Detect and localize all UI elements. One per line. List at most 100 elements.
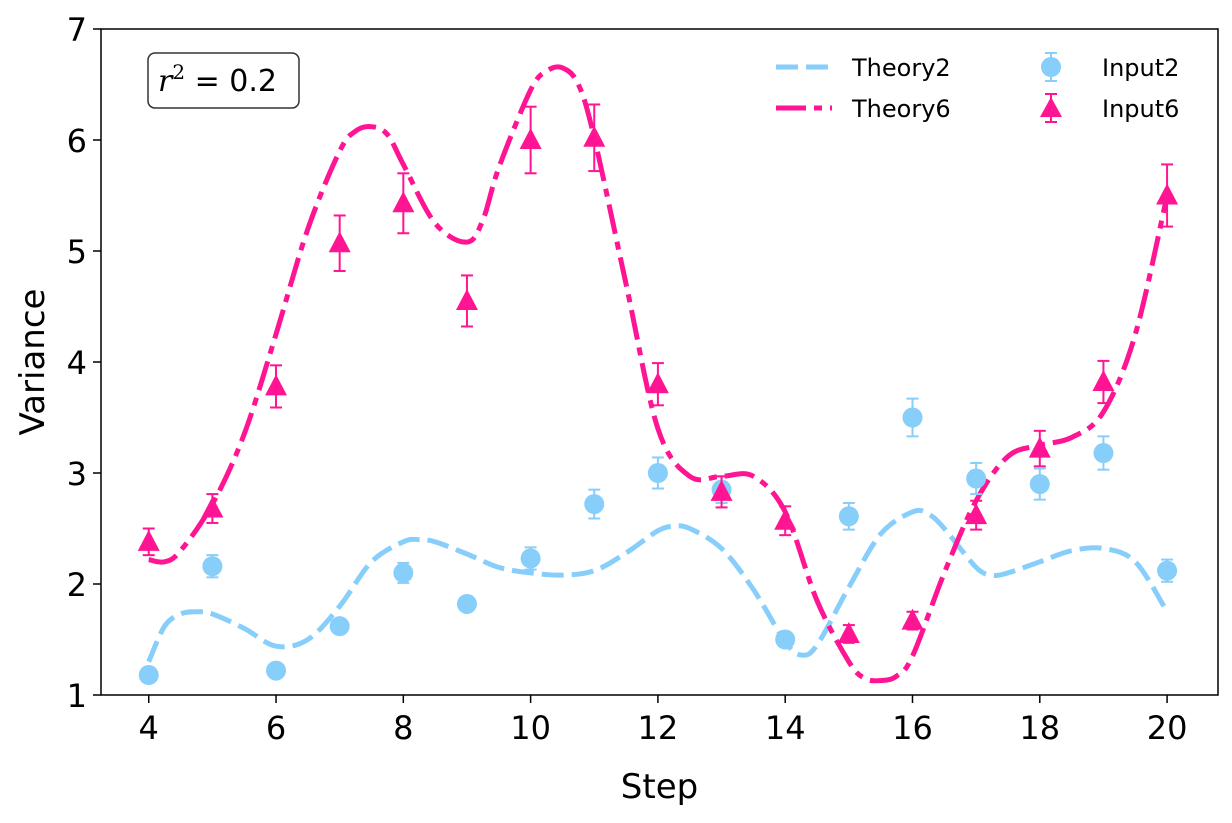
data-point-input6 — [328, 214, 351, 272]
y-tick-label: 6 — [67, 122, 87, 160]
data-point-input2 — [1093, 435, 1114, 471]
y-tick-label: 3 — [67, 455, 87, 493]
y-axis-title: Variance — [13, 289, 53, 436]
marker-triangle — [328, 231, 351, 253]
data-point-input2 — [647, 456, 668, 490]
marker-circle — [838, 506, 859, 527]
data-point-input6 — [455, 274, 478, 328]
data-point-input6 — [392, 172, 415, 235]
marker-triangle — [265, 374, 288, 396]
y-tick-label: 4 — [67, 344, 87, 382]
marker-circle — [329, 616, 350, 637]
marker-circle — [775, 629, 796, 650]
marker-circle — [1093, 443, 1114, 464]
legend-input2-label: Input2 — [1102, 54, 1179, 82]
data-point-input6 — [201, 493, 224, 524]
marker-circle — [266, 660, 287, 681]
legend-theory6-label: Theory6 — [851, 95, 951, 123]
marker-triangle — [392, 191, 415, 213]
x-tick-label: 8 — [393, 709, 413, 747]
marker-triangle — [1156, 183, 1179, 205]
data-point-input2 — [329, 616, 350, 637]
marker-circle — [456, 593, 477, 614]
data-point-input6 — [137, 527, 160, 557]
data-point-input2 — [1157, 558, 1178, 583]
marker-triangle — [646, 372, 669, 394]
data-point-input2 — [520, 546, 541, 571]
data-point-input6 — [1092, 359, 1115, 405]
marker-circle — [647, 463, 668, 483]
data-point-input6 — [774, 505, 797, 537]
x-tick-label: 6 — [266, 709, 286, 747]
data-point-input2 — [138, 665, 159, 686]
marker-triangle — [1092, 369, 1115, 391]
marker-triangle — [519, 128, 542, 149]
x-tick-label: 12 — [638, 709, 679, 747]
legend-theory2-label: Theory2 — [851, 54, 951, 82]
x-tick-label: 14 — [765, 709, 806, 747]
data-point-input6 — [901, 608, 924, 631]
marker-triangle — [201, 496, 224, 518]
data-point-input6 — [1156, 163, 1179, 228]
data-point-input6 — [1028, 429, 1051, 468]
x-tick-label: 18 — [1019, 709, 1060, 747]
data-point-input2 — [456, 593, 477, 614]
series-layer — [137, 64, 1179, 686]
data-point-input6 — [965, 499, 988, 531]
marker-circle — [1029, 474, 1050, 495]
data-point-input6 — [646, 362, 669, 407]
marker-triangle — [837, 621, 860, 643]
legend-input6-swatch — [1040, 93, 1062, 123]
x-axis-title: Step — [621, 767, 698, 807]
annotation-text: r2 = 0.2 — [158, 60, 277, 99]
marker-circle — [138, 665, 159, 686]
data-point-input6 — [583, 103, 606, 173]
data-point-input2 — [202, 554, 223, 579]
data-point-input2 — [775, 629, 796, 650]
data-point-input6 — [837, 621, 860, 644]
series-line-theory2 — [146, 507, 1170, 663]
data-point-input6 — [265, 364, 288, 409]
data-point-input2 — [266, 660, 287, 681]
y-tick-label: 5 — [67, 233, 87, 271]
x-tick-label: 16 — [892, 709, 933, 747]
x-tick-label: 10 — [510, 709, 551, 747]
y-tick-label: 2 — [67, 566, 87, 604]
r-squared-annotation: r2 = 0.2 — [147, 52, 300, 109]
marker-circle — [966, 468, 987, 489]
legend: Theory2 Theory6 Input2 Input6 — [776, 52, 1179, 123]
legend-input6-label: Input6 — [1102, 95, 1179, 123]
marker-triangle — [710, 479, 733, 501]
data-point-input2 — [966, 462, 987, 496]
marker-triangle — [1028, 436, 1051, 458]
annotation-box — [147, 52, 300, 109]
data-point-input2 — [838, 501, 859, 531]
y-tick-label: 7 — [67, 11, 87, 49]
data-point-input2 — [393, 561, 414, 584]
x-tick-label: 4 — [139, 709, 159, 747]
marker-triangle — [137, 529, 160, 551]
marker-circle — [393, 562, 414, 583]
x-tick-label: 20 — [1147, 709, 1188, 747]
marker-circle — [520, 548, 541, 569]
marker-triangle — [583, 125, 606, 147]
marker-triangle — [774, 508, 797, 530]
data-point-input6 — [519, 105, 542, 175]
data-point-input6 — [710, 475, 733, 509]
data-point-input2 — [584, 488, 605, 520]
data-point-input2 — [902, 397, 923, 438]
data-point-input2 — [1029, 467, 1050, 501]
y-tick-label: 1 — [67, 677, 87, 715]
marker-triangle — [901, 608, 924, 630]
marker-circle — [202, 556, 223, 577]
marker-triangle — [965, 503, 988, 525]
marker-triangle — [455, 288, 478, 310]
marker-circle — [902, 407, 923, 428]
marker-circle — [584, 494, 605, 515]
marker-circle — [1157, 560, 1178, 581]
legend-input2-swatch — [1041, 52, 1061, 82]
series-line-theory6 — [148, 64, 1170, 684]
